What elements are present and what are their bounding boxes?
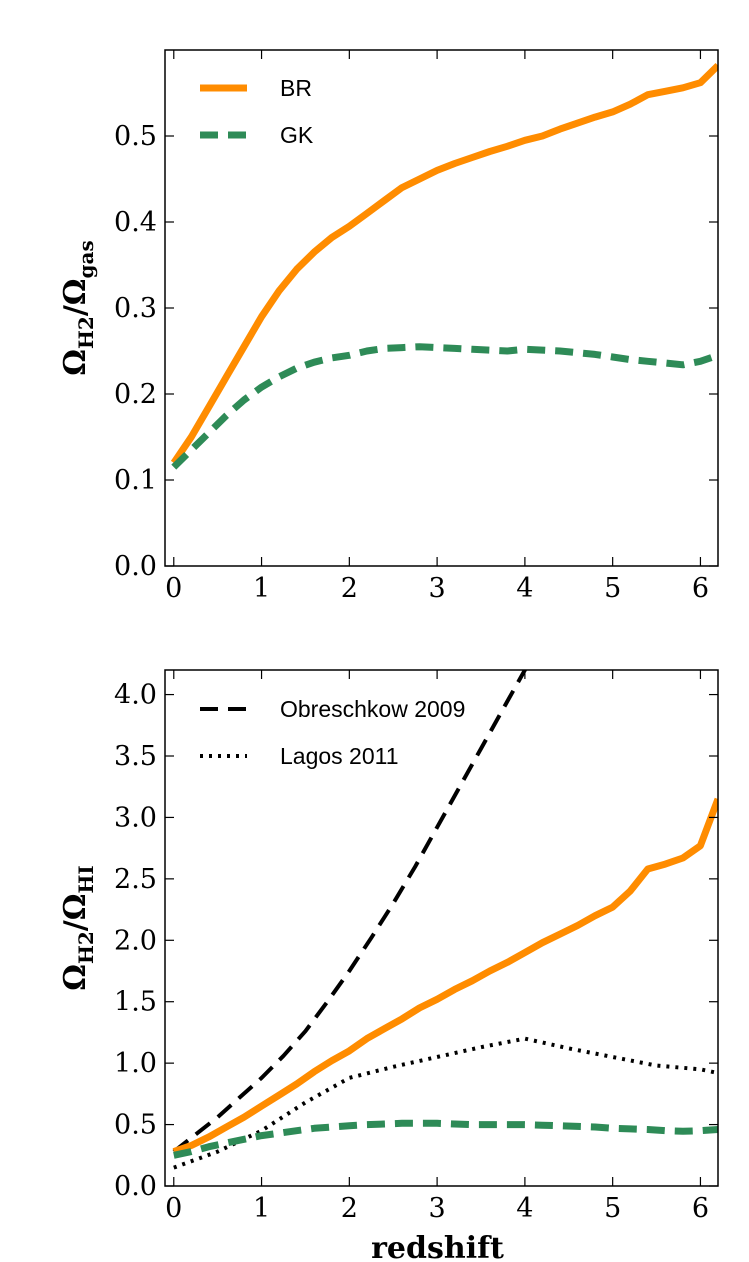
y-tick-label: 0.1	[114, 465, 157, 496]
y-tick-label: 0.5	[114, 121, 157, 152]
x-tick-label: 3	[429, 573, 446, 604]
y-tick-label: 0.3	[114, 293, 157, 324]
x-tick-label: 1	[253, 573, 270, 604]
y-tick-label: 0.5	[114, 1110, 157, 1141]
x-tick-label: 3	[429, 1193, 446, 1224]
x-tick-label: 5	[604, 573, 621, 604]
series-line-gk	[173, 1119, 718, 1159]
x-tick-label: 2	[341, 1193, 358, 1224]
series-line-br	[170, 62, 718, 465]
x-axis-label: redshift	[371, 1231, 504, 1262]
x-tick-label: 4	[516, 573, 533, 604]
legend: BR GK	[200, 75, 314, 148]
bottom-panel: 0 1 2 3 4 5 6 0.0 0.5 1.0 1.5 2.0 2.5 3.0 3.5 4.0 ΩH2/ΩH…	[58, 669, 719, 1262]
y-tick-label: 0.2	[114, 379, 157, 410]
y-tick-label: 4.0	[114, 680, 157, 711]
y-tick-label: 2.0	[114, 925, 157, 956]
y-tick-label: 2.5	[114, 864, 157, 895]
legend: Obreschkow 2009 Lagos 2011	[200, 696, 465, 769]
legend-label: Obreschkow 2009	[280, 696, 465, 722]
series-line-br	[172, 797, 718, 1155]
x-tick-label: 6	[692, 1193, 709, 1224]
y-tick-label: 0.4	[114, 207, 157, 238]
x-tick-label: 0	[165, 573, 182, 604]
x-tick-label: 4	[516, 1193, 533, 1224]
x-tick-label: 0	[165, 1193, 182, 1224]
legend-label: GK	[280, 122, 314, 148]
y-axis-label: ΩH2/ΩHI	[58, 865, 98, 990]
series-line-gk	[171, 343, 718, 470]
y-tick-label: 0.0	[114, 1171, 157, 1202]
y-tick-label: 0.0	[114, 551, 157, 582]
y-tick-label: 1.0	[114, 1048, 157, 1079]
x-tick-label: 2	[341, 573, 358, 604]
top-panel: 0 1 2 3 4 5 6 0.0 0.1 0.2 0.3 0.4 0.5 ΩH2/Ωgas BR GK	[58, 49, 719, 604]
series-line-lagos-2011	[173, 1036, 718, 1170]
plot-frame	[164, 669, 719, 1187]
legend-label: Lagos 2011	[280, 743, 399, 769]
x-tick-label: 1	[253, 1193, 270, 1224]
y-axis-label: ΩH2/Ωgas	[58, 240, 98, 375]
x-tick-label: 6	[692, 573, 709, 604]
legend-label: BR	[280, 75, 312, 101]
y-tick-label: 3.5	[114, 741, 157, 772]
y-tick-label: 1.5	[114, 987, 157, 1018]
x-tick-label: 5	[604, 1193, 621, 1224]
series-line-obreschkow-2009	[172, 670, 528, 1154]
plot-frame	[164, 49, 719, 567]
y-tick-label: 3.0	[114, 802, 157, 833]
